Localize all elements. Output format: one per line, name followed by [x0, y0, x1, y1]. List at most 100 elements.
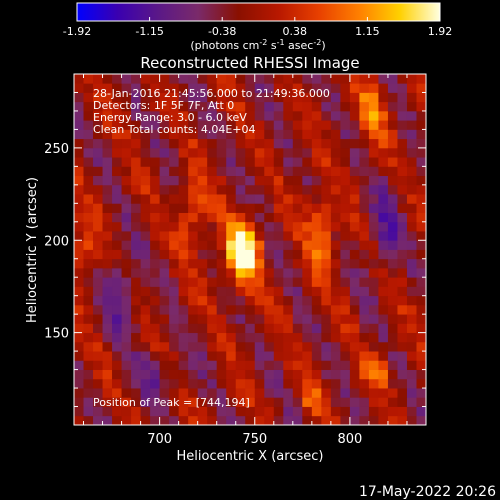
heatmap-cell: [74, 194, 84, 204]
heatmap-cell: [74, 341, 84, 352]
heatmap-cell: [397, 212, 408, 223]
heatmap-cell: [406, 267, 417, 278]
heatmap-cell: [140, 332, 151, 343]
heatmap-cell: [378, 147, 389, 158]
heatmap-cell: [245, 341, 256, 352]
heatmap-cell: [83, 194, 94, 204]
heatmap-cell: [368, 304, 379, 315]
heatmap-cell: [406, 406, 417, 417]
heatmap-cell: [245, 74, 256, 84]
heatmap-cell: [254, 184, 265, 195]
heatmap-cell: [169, 221, 180, 232]
heatmap-cell: [416, 175, 427, 186]
heatmap-cell: [207, 221, 218, 232]
heatmap-cell: [406, 314, 417, 324]
heatmap-cell: [302, 388, 313, 398]
heatmap-cell: [273, 286, 284, 297]
heatmap-cell: [273, 203, 284, 213]
heatmap-cell: [226, 147, 237, 158]
heatmap-cell: [207, 129, 218, 140]
heatmap-cell: [387, 295, 398, 306]
colorbar-tick-label: 1.15: [355, 25, 380, 38]
heatmap-cell: [283, 194, 294, 204]
heatmap-cell: [112, 138, 122, 149]
heatmap-cell: [150, 240, 161, 250]
heatmap-cell: [340, 194, 351, 204]
heatmap-cell: [188, 175, 199, 186]
colorbar-tick-label: 0.38: [283, 25, 308, 38]
heatmap-cell: [264, 147, 275, 158]
heatmap-cell: [368, 295, 379, 306]
heatmap-cell: [264, 406, 275, 417]
heatmap-cell: [159, 258, 170, 269]
heatmap-cell: [416, 369, 427, 380]
heatmap-cell: [197, 221, 208, 232]
heatmap-cell: [197, 194, 208, 204]
heatmap-cell: [102, 295, 113, 306]
heatmap-cell: [121, 378, 132, 389]
heatmap-cell: [387, 129, 398, 140]
heatmap-cell: [387, 249, 398, 260]
heatmap-cell: [226, 406, 237, 417]
heatmap-cell: [159, 360, 170, 370]
heatmap-cell: [93, 147, 103, 158]
heatmap-cell: [254, 74, 265, 84]
heatmap-cell: [207, 332, 218, 343]
heatmap-cell: [349, 415, 360, 426]
heatmap-cell: [302, 221, 313, 232]
heatmap-cell: [378, 221, 389, 232]
heatmap-cell: [226, 378, 237, 389]
heatmap-cell: [302, 110, 313, 121]
heatmap-cell: [197, 120, 208, 130]
heatmap-cell: [150, 388, 161, 398]
heatmap-cell: [216, 166, 227, 177]
heatmap-cell: [321, 360, 332, 370]
heatmap-cell: [349, 249, 360, 260]
heatmap-cell: [74, 304, 84, 315]
heatmap-cell: [264, 360, 275, 370]
heatmap-cell: [340, 166, 351, 177]
heatmap-cell: [406, 129, 417, 140]
heatmap-cell: [330, 101, 341, 112]
heatmap-cell: [112, 184, 122, 195]
heatmap-cell: [159, 83, 170, 93]
heatmap-cell: [216, 378, 227, 389]
heatmap-cell: [169, 360, 180, 370]
heatmap-cell: [207, 92, 218, 103]
heatmap-cell: [83, 129, 94, 140]
heatmap-cell: [368, 129, 379, 140]
heatmap-cell: [397, 341, 408, 352]
heatmap-cell: [264, 138, 275, 149]
heatmap-cell: [378, 304, 389, 315]
heatmap-cell: [102, 184, 113, 195]
heatmap-cell: [226, 341, 237, 352]
heatmap-cell: [302, 184, 313, 195]
heatmap-cell: [207, 415, 218, 426]
heatmap-cell: [368, 351, 379, 361]
heatmap-cell: [397, 184, 408, 195]
heatmap-cell: [397, 277, 408, 287]
heatmap-cell: [397, 157, 408, 167]
heatmap-cell: [112, 323, 122, 334]
heatmap-cell: [397, 120, 408, 130]
heatmap-cell: [121, 110, 132, 121]
heatmap-cell: [226, 194, 237, 204]
heatmap-cell: [235, 351, 246, 361]
heatmap-cell: [330, 369, 341, 380]
heatmap-cell: [245, 351, 256, 361]
heatmap-cell: [330, 304, 341, 315]
heatmap-cell: [283, 351, 294, 361]
heatmap-cell: [264, 295, 275, 306]
heatmap-image: [74, 74, 427, 426]
heatmap-cell: [406, 166, 417, 177]
heatmap-cell: [254, 295, 265, 306]
heatmap-cell: [311, 221, 322, 232]
heatmap-cell: [207, 286, 218, 297]
heatmap-cell: [207, 194, 218, 204]
heatmap-cell: [283, 240, 294, 250]
heatmap-cell: [102, 194, 113, 204]
heatmap-cell: [292, 101, 303, 112]
heatmap-cell: [378, 249, 389, 260]
heatmap-cell: [311, 203, 322, 213]
